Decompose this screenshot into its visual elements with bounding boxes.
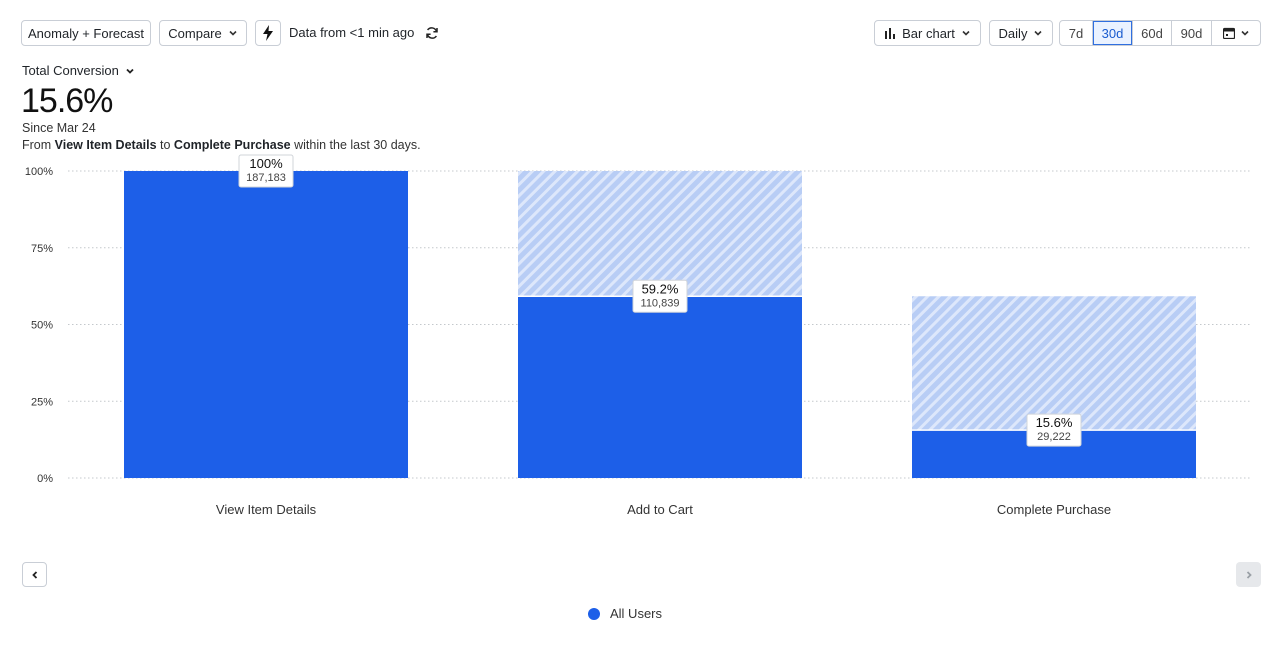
desc-prefix: From: [22, 138, 55, 152]
legend-label: All Users: [610, 606, 663, 621]
range-90d[interactable]: 90d: [1172, 21, 1212, 45]
bar-label-box: [238, 154, 294, 188]
metric-since: Since Mar 24: [22, 121, 96, 135]
legend-swatch: [588, 607, 600, 620]
y-tick-label: 100%: [25, 166, 53, 178]
desc-from-step: View Item Details: [54, 138, 157, 152]
anomaly-forecast-label: Anomaly + Forecast: [28, 25, 144, 41]
refresh-icon: [426, 27, 438, 39]
bar-label-box: [1026, 413, 1082, 447]
compare-dropdown[interactable]: Compare: [159, 20, 247, 46]
dropoff-bar: [912, 296, 1196, 431]
desc-to-step: Complete Purchase: [173, 138, 291, 152]
y-tick-label: 50%: [31, 320, 53, 332]
chevron-down-icon: [1034, 30, 1043, 36]
range-60d[interactable]: 60d: [1133, 21, 1172, 45]
interval-label: Daily: [998, 25, 1028, 41]
calendar-icon: [1222, 27, 1235, 39]
x-category-label: View Item Details: [216, 502, 317, 517]
bar-value-label: 15.6%29,222: [1026, 413, 1082, 447]
next-page-button[interactable]: [1236, 562, 1261, 587]
compare-label: Compare: [168, 25, 222, 41]
range-30d[interactable]: 30d: [1093, 21, 1133, 45]
dropoff-bar: [518, 171, 802, 297]
bar-count-label: 110,839: [641, 297, 680, 309]
x-category-label: Add to Cart: [627, 502, 693, 517]
y-tick-label: 0%: [37, 473, 53, 485]
lightning-icon: [263, 25, 273, 41]
metric-description: From View Item Details to Complete Purch…: [22, 138, 421, 152]
date-range-selector: 7d 30d 60d 90d: [1059, 20, 1261, 46]
x-category-label: Complete Purchase: [997, 502, 1111, 517]
bar-count-label: 29,222: [1037, 431, 1071, 443]
bar-percent-label: 100%: [249, 156, 283, 171]
chart-legend[interactable]: All Users: [588, 606, 662, 621]
metric-value: 15.6%: [21, 82, 113, 120]
chevron-down-icon: [126, 68, 134, 74]
chart-type-label: Bar chart: [902, 25, 955, 41]
bar-chart-icon: [885, 28, 896, 39]
lightning-button[interactable]: [255, 20, 281, 46]
conversion-bar: [124, 171, 408, 478]
refresh-button[interactable]: [421, 22, 443, 44]
y-tick-label: 25%: [31, 396, 53, 408]
chevron-down-icon: [962, 30, 970, 36]
desc-suffix: within the last 30 days.: [290, 138, 421, 152]
bar-count-label: 187,183: [246, 172, 286, 184]
prev-page-button[interactable]: [22, 562, 47, 587]
chart-type-dropdown[interactable]: Bar chart: [874, 20, 981, 46]
chevron-right-icon: [1246, 570, 1252, 579]
calendar-picker[interactable]: [1212, 21, 1260, 45]
bar-label-box: [632, 279, 688, 313]
bar-value-label: 59.2%110,839: [632, 279, 688, 313]
data-freshness-text: Data from <1 min ago: [289, 25, 415, 40]
metric-name: Total Conversion: [22, 63, 119, 78]
interval-dropdown[interactable]: Daily: [989, 20, 1053, 46]
desc-mid: to: [156, 138, 174, 152]
conversion-bar: [518, 296, 802, 478]
range-7d[interactable]: 7d: [1060, 21, 1093, 45]
chevron-down-icon: [1240, 30, 1249, 36]
y-tick-label: 75%: [31, 243, 53, 255]
anomaly-forecast-button[interactable]: Anomaly + Forecast: [21, 20, 151, 46]
chevron-left-icon: [31, 570, 37, 579]
bar-value-label: 100%187,183: [238, 154, 294, 188]
metric-selector[interactable]: Total Conversion: [22, 63, 135, 78]
bar-percent-label: 59.2%: [642, 281, 679, 296]
bar-percent-label: 15.6%: [1036, 415, 1073, 430]
chevron-down-icon: [229, 30, 237, 36]
